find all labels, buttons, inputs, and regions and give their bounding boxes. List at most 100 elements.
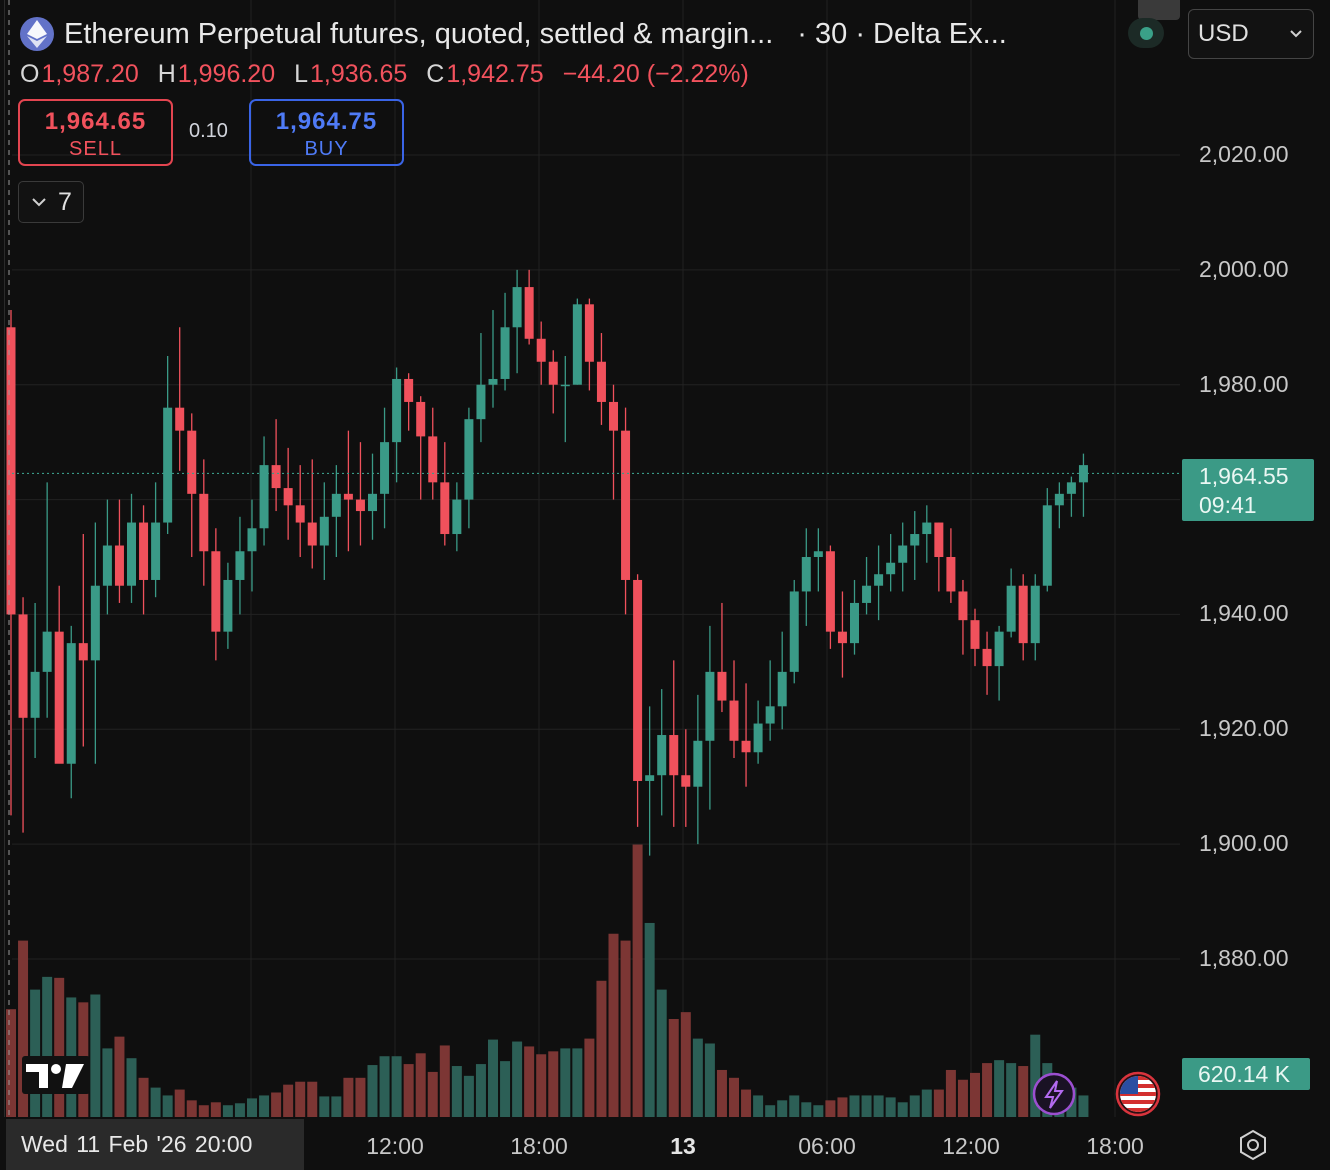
candle-body (1042, 505, 1052, 586)
candle-body (777, 671, 787, 707)
candle-body (970, 620, 980, 649)
volume-bar (608, 933, 619, 1117)
volume-bar (957, 1079, 968, 1117)
candle-body (1006, 585, 1016, 632)
candle-body (416, 401, 426, 437)
volume-bar (186, 1100, 197, 1117)
candle-body (1066, 482, 1076, 494)
candle-body (331, 493, 341, 517)
volume-bar (138, 1077, 149, 1117)
candle-body (825, 551, 835, 632)
candle-body (560, 384, 570, 387)
volume-bar (114, 1036, 125, 1117)
candle-body (368, 493, 377, 512)
volume-bar (861, 1095, 872, 1117)
currency-value: USD (1198, 20, 1249, 47)
candle-body (621, 430, 631, 580)
indicators-count: 7 (58, 187, 72, 216)
candle-body (127, 522, 136, 586)
volume-bar (572, 1048, 583, 1117)
volume-bar (656, 989, 667, 1117)
volume-bar (234, 1103, 245, 1117)
sell-label: SELL (69, 138, 122, 160)
volume-bar (765, 1105, 776, 1117)
volume-bar (704, 1043, 715, 1117)
volume-bar (391, 1056, 402, 1117)
volume-bar (343, 1077, 354, 1117)
volume-bar (789, 1095, 800, 1117)
candle-body (392, 378, 402, 443)
candle-body (862, 585, 872, 603)
volume-bar (500, 1061, 511, 1117)
market-status-icon[interactable] (1128, 18, 1164, 48)
sell-button[interactable]: 1,964.65 SELL (18, 99, 173, 166)
volume-bar (849, 1095, 860, 1117)
volume-value-label: 620.14 K (1182, 1058, 1310, 1090)
volume-bar (379, 1056, 390, 1117)
volume-bar (524, 1046, 535, 1117)
volume-bar (307, 1081, 318, 1117)
volume-bar (1030, 1034, 1041, 1117)
volume-bar (439, 1045, 450, 1117)
symbol-title[interactable]: Ethereum Perpetual futures, quoted, sett… (64, 17, 774, 50)
settings-icon[interactable] (1236, 1128, 1270, 1162)
candle-body (1030, 585, 1040, 644)
candle-body (247, 528, 257, 552)
us-flag-icon[interactable] (1115, 1071, 1161, 1117)
indicators-toggle[interactable]: 7 (18, 181, 84, 223)
candle-body (151, 522, 161, 580)
close-label: C (426, 60, 445, 88)
candle-body (54, 631, 64, 764)
plot-area[interactable] (4, 0, 1324, 1117)
volume-bar (620, 940, 631, 1117)
volume-bar (933, 1089, 944, 1117)
price-change: −44.20 (−2.22%) (562, 60, 749, 88)
low-label: L (294, 60, 308, 88)
current-price-value: 1,964.55 (1199, 463, 1289, 489)
candle-body (90, 585, 100, 661)
candle-body (307, 522, 317, 546)
candle-body (801, 557, 811, 592)
candle-body (789, 591, 799, 672)
candle-body (476, 384, 486, 420)
volume-bar (355, 1077, 366, 1117)
candle-body (66, 643, 76, 764)
candle-body (295, 505, 305, 523)
flash-icon[interactable] (1032, 1072, 1076, 1116)
candle-body (42, 631, 52, 672)
volume-bar (210, 1102, 221, 1117)
currency-select[interactable]: USD (1188, 9, 1314, 59)
expand-tab[interactable] (1138, 0, 1180, 20)
buy-button[interactable]: 1,964.75 BUY (249, 99, 404, 166)
volume-bar (126, 1058, 137, 1117)
candle-body (850, 602, 859, 644)
volume-bar (162, 1095, 173, 1117)
volume-bar (463, 1075, 474, 1117)
price-tick-label: 1,900.00 (1199, 830, 1289, 857)
candle-body (452, 499, 462, 535)
volume-bar (30, 989, 41, 1117)
open-label: O (20, 60, 40, 88)
volume-bar (451, 1066, 462, 1117)
buy-price: 1,964.75 (275, 108, 378, 135)
candle-body (886, 562, 896, 575)
volume-bar (548, 1051, 559, 1117)
time-tick-label: 18:00 (1086, 1133, 1144, 1159)
volume-bar (247, 1098, 257, 1117)
volume-bar (427, 1071, 438, 1117)
time-tick-label: 12:00 (366, 1133, 424, 1159)
volume-bar (1018, 1066, 1029, 1117)
candle-body (18, 614, 28, 718)
volume-bar (668, 1019, 679, 1117)
volume-bar (945, 1069, 956, 1117)
interval-exchange[interactable]: · 30 · Delta Ex... (797, 17, 1007, 50)
candle-body (717, 671, 727, 701)
volume-bar (488, 1039, 498, 1117)
symbol-header: Ethereum Perpetual futures, quoted, sett… (20, 14, 1007, 54)
tradingview-logo[interactable] (22, 1056, 90, 1094)
volume-bar (680, 1012, 691, 1117)
candle-body (609, 401, 618, 431)
candle-body (355, 499, 365, 512)
price-tick-label: 1,920.00 (1199, 715, 1289, 742)
